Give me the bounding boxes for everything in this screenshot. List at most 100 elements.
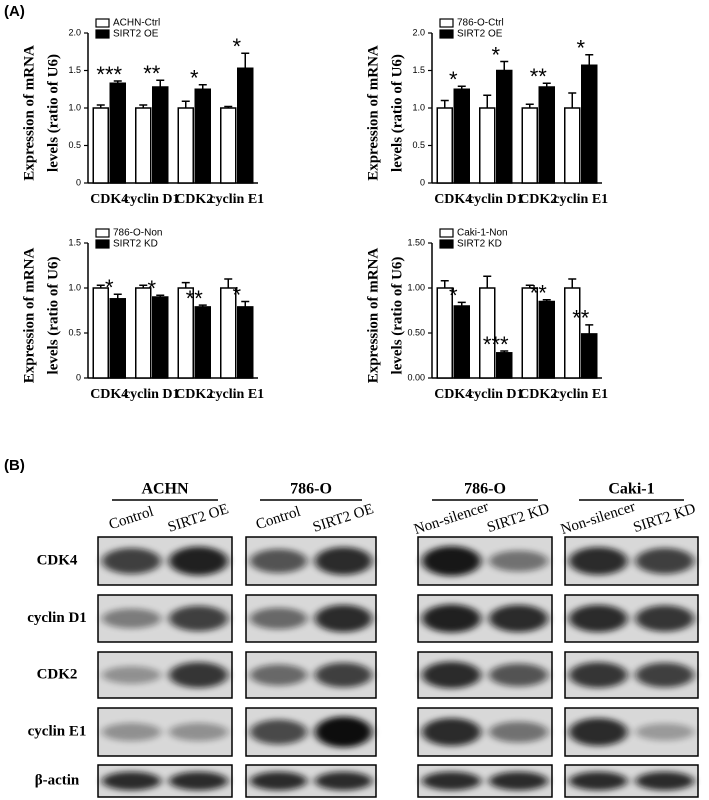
x-tick-label: cyclin D1 — [124, 192, 180, 207]
bar — [109, 82, 126, 184]
bar — [564, 107, 581, 184]
blot-band — [635, 662, 695, 688]
x-tick-label: CDK2 — [519, 192, 557, 207]
legend-swatch — [439, 29, 454, 39]
bar — [194, 88, 211, 184]
blot-band — [249, 607, 308, 630]
blot-band — [249, 719, 308, 745]
legend-label: SIRT2 KD — [113, 239, 158, 250]
cell-line-label: 786-O — [464, 481, 506, 498]
significance-label: * — [105, 275, 114, 300]
bar — [220, 107, 237, 184]
bar — [521, 107, 538, 184]
blot-band — [422, 661, 481, 689]
y-tick-label: 0.00 — [407, 372, 425, 382]
blot-band — [314, 771, 373, 791]
y-axis-label: Expression of mRNA — [365, 45, 381, 181]
error-bar — [440, 280, 449, 288]
lane-label: Non-silencer — [559, 499, 638, 538]
blot-band — [422, 604, 481, 633]
error-bar — [585, 324, 594, 334]
blot-band — [568, 604, 628, 633]
error-bar — [113, 293, 122, 299]
significance-label: *** — [483, 332, 509, 357]
blot-band — [169, 771, 228, 791]
lane-label: SIRT2 KD — [631, 501, 697, 536]
x-tick-label: cyclin D1 — [468, 192, 524, 207]
cell-line-label: ACHN — [141, 481, 189, 498]
error-bar — [224, 105, 233, 108]
bar — [152, 296, 169, 379]
panel-label: (A) — [4, 3, 25, 20]
y-tick-label: 0 — [420, 177, 425, 187]
significance-label: * — [449, 67, 458, 92]
error-bar — [483, 275, 492, 288]
legend-label: Caki-1-Non — [457, 228, 508, 239]
blot-band — [169, 722, 228, 742]
legend-swatch — [95, 18, 110, 28]
lane-label: Control — [107, 504, 156, 533]
significance-label: * — [147, 276, 156, 301]
error-bar — [500, 350, 509, 353]
significance-label: ** — [143, 61, 161, 86]
bar — [92, 287, 109, 379]
blot-band — [169, 605, 228, 632]
error-bar — [156, 79, 165, 87]
blot-band — [635, 605, 695, 632]
error-bar — [568, 278, 577, 288]
legend-swatch — [95, 239, 110, 249]
bar — [564, 287, 581, 379]
blot-band — [314, 662, 373, 688]
x-tick-label: CDK2 — [175, 192, 213, 207]
protein-label: cyclin D1 — [27, 610, 87, 626]
error-bar — [96, 284, 105, 288]
significance-label: * — [491, 42, 500, 67]
error-bar — [181, 100, 190, 108]
y-tick-label: 0.50 — [407, 327, 425, 337]
significance-label: * — [190, 66, 199, 91]
significance-label: ** — [572, 306, 590, 331]
x-tick-label: CDK2 — [519, 387, 557, 402]
significance-label: ** — [530, 64, 548, 89]
significance-label: * — [576, 36, 585, 61]
y-tick-label: 1.0 — [412, 102, 425, 112]
y-tick-label: 2.0 — [412, 27, 425, 37]
error-bar — [181, 281, 190, 288]
blot-band — [489, 771, 548, 791]
bar — [538, 300, 555, 379]
legend-label: SIRT2 OE — [457, 29, 503, 40]
y-axis-label: Expression of mRNA — [21, 248, 37, 384]
lane-label: SIRT2 OE — [166, 501, 231, 536]
bar — [92, 107, 109, 184]
error-bar — [113, 80, 122, 84]
y-tick-label: 1.0 — [68, 282, 81, 292]
blot-band — [102, 722, 161, 742]
legend-label: SIRT2 KD — [457, 239, 502, 250]
blot-band — [568, 718, 628, 746]
blot-band — [249, 549, 308, 573]
blot-band — [489, 550, 548, 572]
legend-label: 786-O-Non — [113, 228, 162, 239]
bar — [453, 88, 470, 184]
y-tick-label: 0.5 — [412, 140, 425, 150]
blot-band — [249, 664, 308, 686]
bar — [237, 306, 254, 379]
bar — [109, 298, 126, 379]
legend-label: SIRT2 OE — [113, 29, 159, 40]
blot-band — [102, 666, 161, 684]
legend-swatch — [439, 228, 454, 238]
blot-band — [489, 604, 548, 633]
blot-band — [635, 723, 695, 741]
significance-label: ** — [530, 281, 548, 306]
y-axis-label: levels (ratio of U6) — [45, 257, 61, 375]
error-bar — [241, 300, 250, 307]
error-bar — [96, 104, 105, 108]
blot-band — [314, 547, 373, 575]
error-bar — [500, 60, 509, 71]
y-tick-label: 0.5 — [68, 140, 81, 150]
blot-band — [422, 718, 481, 746]
bar — [436, 107, 453, 184]
legend-label: 786-O-Ctrl — [457, 18, 504, 29]
bar — [177, 107, 194, 184]
